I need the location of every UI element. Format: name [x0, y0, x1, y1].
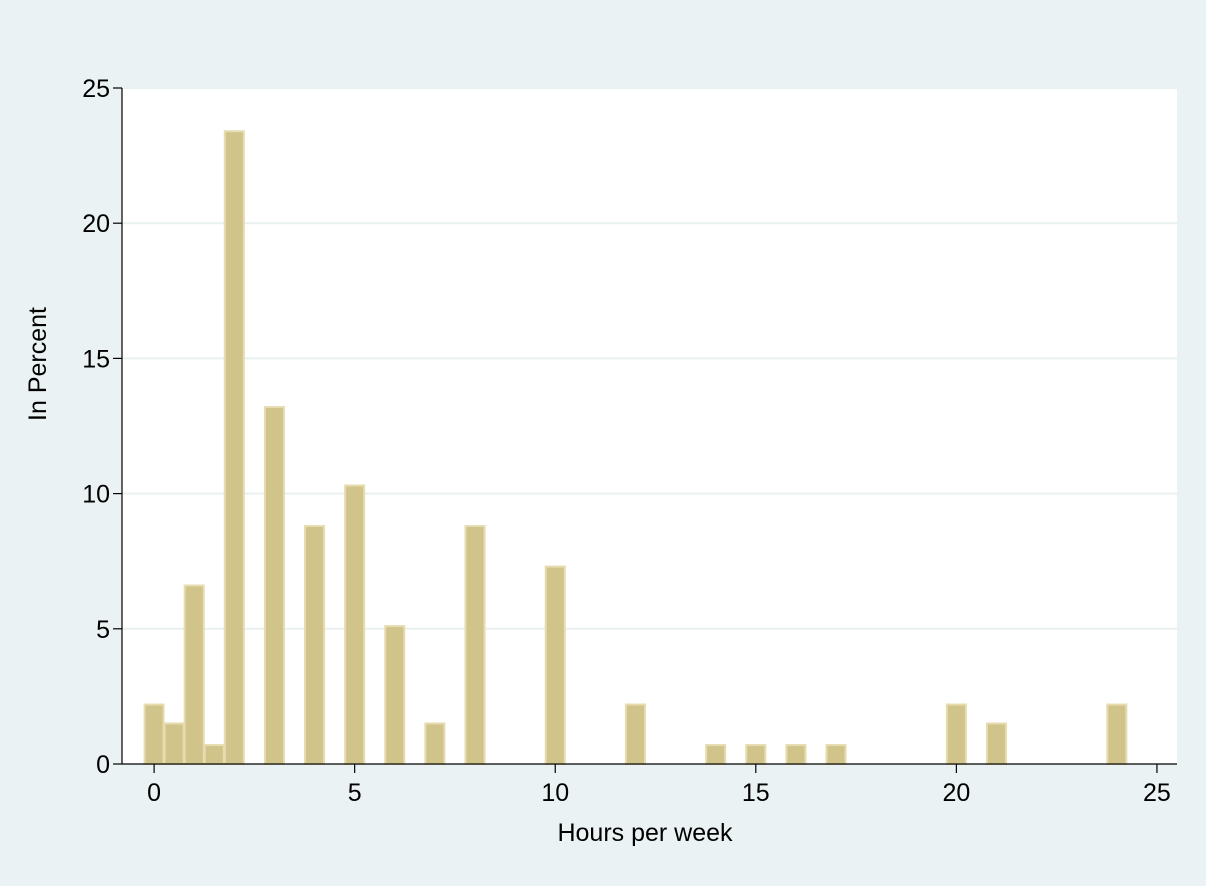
- bar-20: [945, 703, 967, 766]
- bar-16: [785, 744, 807, 766]
- y-tick-label-10: 10: [82, 481, 110, 509]
- bar-0_5: [163, 722, 185, 766]
- bar-14: [705, 744, 727, 766]
- bar-21: [985, 722, 1008, 766]
- y-axis-label: In Percent: [24, 307, 52, 421]
- bar-3: [263, 406, 285, 765]
- x-tick-label-10: 10: [541, 779, 569, 807]
- axes: [121, 88, 1177, 765]
- y-tick-label-25: 25: [82, 75, 110, 103]
- bar-4: [304, 525, 326, 765]
- bar-15: [745, 744, 767, 766]
- y-tick-label-0: 0: [96, 751, 110, 779]
- x-axis-label: Hours per week: [557, 819, 733, 847]
- ticks: 0 5 10 15 20 25 0 5 10 15 20 25: [82, 75, 1171, 807]
- bar-12: [624, 703, 646, 766]
- bar-8: [464, 525, 486, 765]
- bar-7: [424, 722, 446, 766]
- x-tick-label-20: 20: [942, 779, 970, 807]
- bar-17: [825, 744, 847, 766]
- bar-24: [1106, 703, 1128, 766]
- grid-lines: [122, 87, 1177, 630]
- x-tick-label-25: 25: [1143, 779, 1171, 807]
- x-tick-label-5: 5: [348, 779, 362, 807]
- x-tick-label-15: 15: [742, 779, 770, 807]
- bar-6: [384, 625, 406, 766]
- bar-5: [344, 484, 366, 765]
- y-tick-label-5: 5: [96, 616, 110, 644]
- bar-10: [544, 565, 566, 765]
- y-tick-label-15: 15: [82, 345, 110, 373]
- y-tick-label-20: 20: [82, 210, 110, 238]
- bar-2: [223, 130, 245, 766]
- bar-1_5: [203, 744, 225, 766]
- bar-0: [143, 703, 165, 766]
- bar-1: [183, 584, 205, 766]
- x-tick-label-0: 0: [147, 779, 161, 807]
- plot-area: [122, 88, 1177, 764]
